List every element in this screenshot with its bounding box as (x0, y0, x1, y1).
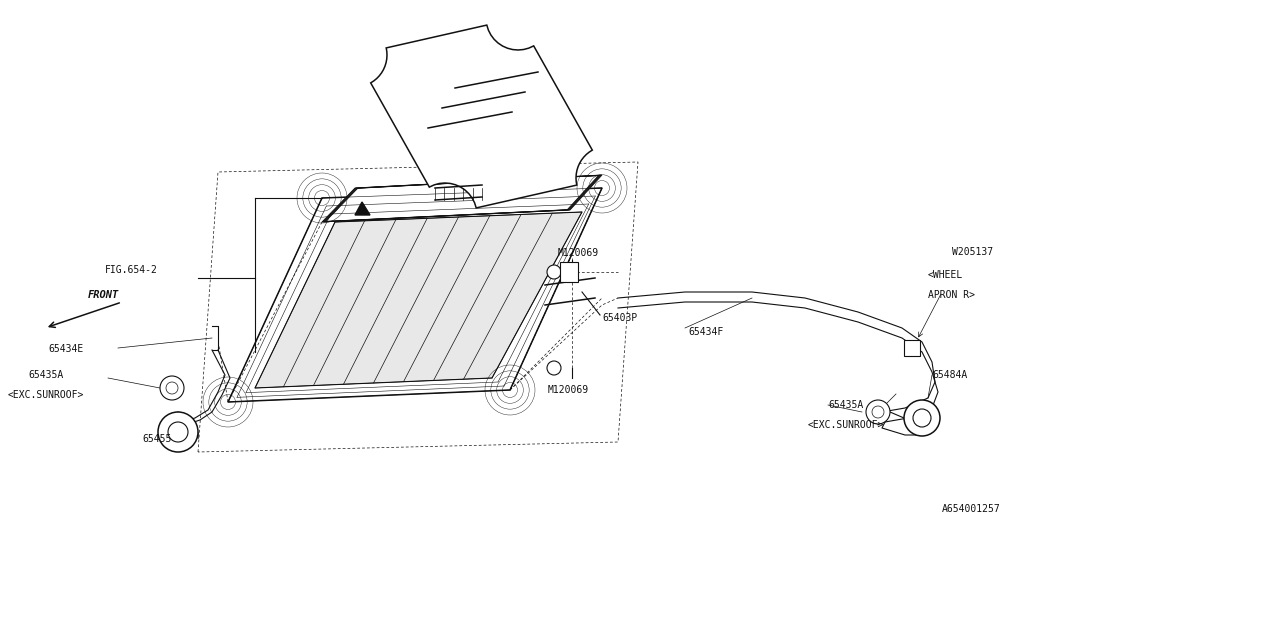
Text: 65435A: 65435A (28, 370, 63, 380)
Text: APRON R>: APRON R> (928, 290, 975, 300)
Polygon shape (228, 188, 602, 402)
Polygon shape (255, 212, 582, 388)
Text: W205137: W205137 (952, 247, 993, 257)
Circle shape (913, 409, 931, 427)
Text: 65455: 65455 (142, 434, 172, 444)
Text: A654001257: A654001257 (942, 504, 1001, 514)
Polygon shape (371, 25, 593, 208)
Circle shape (867, 400, 890, 424)
Circle shape (166, 382, 178, 394)
Circle shape (547, 265, 561, 279)
Text: M120069: M120069 (558, 248, 599, 258)
Text: FRONT: FRONT (88, 290, 119, 300)
Text: <WHEEL: <WHEEL (928, 270, 964, 280)
Circle shape (160, 376, 184, 400)
Circle shape (904, 400, 940, 436)
Bar (561, 262, 579, 282)
Bar (904, 340, 920, 356)
Circle shape (157, 412, 198, 452)
Text: 65434F: 65434F (689, 327, 723, 337)
Text: 65435A: 65435A (828, 400, 863, 410)
Text: FIG.654-2: FIG.654-2 (105, 265, 157, 275)
Text: 65484A: 65484A (932, 370, 968, 380)
Text: <EXC.SUNROOF>: <EXC.SUNROOF> (8, 390, 84, 400)
Circle shape (168, 422, 188, 442)
Circle shape (547, 361, 561, 375)
Text: 65403P: 65403P (602, 313, 637, 323)
Text: <EXC.SUNROOF>: <EXC.SUNROOF> (808, 420, 884, 430)
Polygon shape (323, 175, 602, 222)
Polygon shape (355, 202, 370, 215)
Circle shape (872, 406, 884, 418)
Text: 65434E: 65434E (49, 344, 83, 354)
Text: M120069: M120069 (548, 385, 589, 395)
